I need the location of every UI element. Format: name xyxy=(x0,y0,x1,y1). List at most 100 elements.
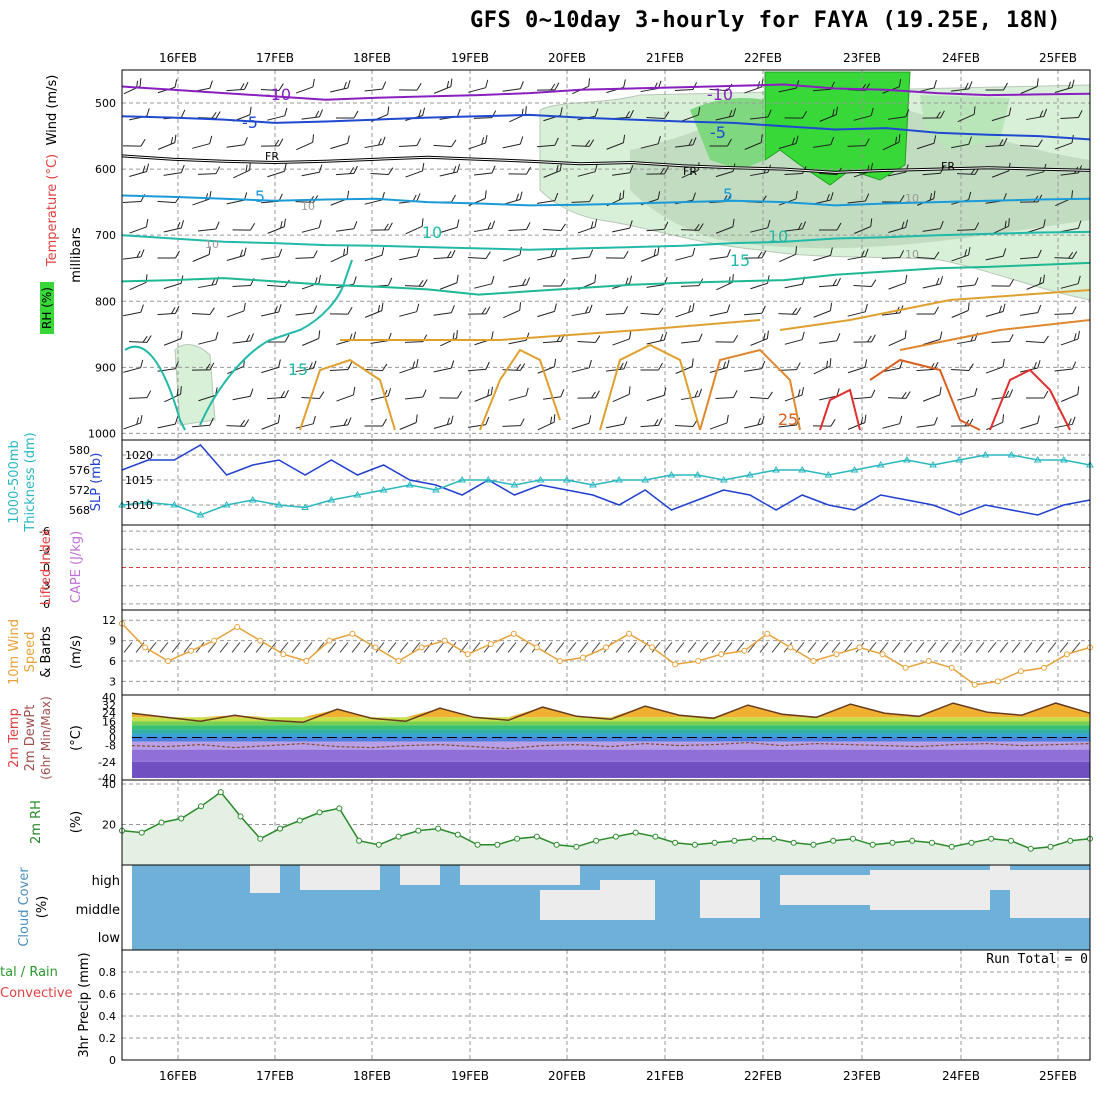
wind-barb-flag xyxy=(968,81,973,90)
wind-barb-flag2 xyxy=(591,391,596,399)
wind-ytick: 3 xyxy=(109,675,116,688)
wind-barb-shaft xyxy=(433,423,452,429)
wind10-line-point xyxy=(280,651,287,658)
wind-barb-shaft xyxy=(439,226,458,234)
rh2m-line-point xyxy=(751,835,758,842)
wind-barb-shaft xyxy=(163,172,182,176)
date-label-bottom: 23FEB xyxy=(843,1069,881,1083)
wind-ytick: 6 xyxy=(109,655,116,668)
thickness-line-point xyxy=(196,511,205,518)
wind-barb-shaft xyxy=(129,281,147,291)
wind-barb-flag xyxy=(835,106,838,115)
wind-barb-flag2 xyxy=(792,308,798,315)
contour-label: -5 xyxy=(242,113,258,132)
wind-barb xyxy=(646,221,669,232)
wind-barb xyxy=(266,279,290,288)
wind-barb-flag xyxy=(663,387,667,396)
wind-barb-flag2 xyxy=(694,224,700,231)
slp-label: SLP (mb) xyxy=(89,453,104,512)
thickness-line-point xyxy=(902,456,911,463)
wind-barb-shaft xyxy=(985,311,1004,317)
wind10-barb xyxy=(711,642,721,653)
wind-barb-shaft xyxy=(882,141,900,151)
wind-label1: 10m Wind xyxy=(7,619,22,685)
wind-barb-flag2 xyxy=(240,420,246,427)
rh2m-line-point xyxy=(672,839,679,846)
wind-barb-flag2 xyxy=(901,221,905,229)
wind-barb-flag xyxy=(864,414,867,423)
wind-barb xyxy=(847,414,867,430)
wind10-barb xyxy=(627,642,637,653)
wind-barb-shaft xyxy=(847,366,866,374)
wind-barb-flag xyxy=(623,361,628,370)
wind-barb-flag xyxy=(519,246,522,256)
rh2m-line-point xyxy=(316,809,323,816)
wind-barb-shaft xyxy=(577,226,596,234)
wind-barb-shaft xyxy=(674,89,694,91)
wind-barb-flag xyxy=(864,248,869,257)
wind-barb xyxy=(1020,304,1042,316)
wind10-barb xyxy=(435,642,445,653)
ua-temp-label: Temperature (°C) xyxy=(45,154,60,267)
wind-barb xyxy=(784,331,805,345)
date-label-bottom: 16FEB xyxy=(159,1069,197,1083)
wind-barb-shaft xyxy=(295,86,314,94)
wind10-line-point xyxy=(234,624,241,630)
wind-barb-shaft xyxy=(226,255,245,261)
wind-barb-flag xyxy=(698,333,703,342)
wind10-barb xyxy=(243,642,253,653)
wind-barb-flag xyxy=(209,307,215,315)
wind-barb xyxy=(543,278,566,287)
wind-barb-shaft xyxy=(226,425,245,427)
wind-barb-shaft xyxy=(433,367,452,373)
wind-barb-shaft xyxy=(951,143,969,149)
thickness-line-point xyxy=(719,476,728,483)
wind-barb-flag xyxy=(353,165,358,174)
wind-barb-shaft xyxy=(1026,171,1044,177)
wind10-line-point xyxy=(902,664,909,671)
wind-barb-shaft xyxy=(1025,340,1045,344)
wind-barb-shaft xyxy=(709,311,728,317)
wind-barb-shaft xyxy=(640,312,659,316)
wind-barb-shaft xyxy=(123,311,141,317)
wind-barb-flag xyxy=(243,302,246,312)
rh-shade-low xyxy=(174,344,216,426)
wind-barb xyxy=(1026,108,1048,121)
wind-barb-flag xyxy=(905,391,911,399)
wind-barb-flag xyxy=(974,277,979,286)
wind-barb-flag2 xyxy=(515,193,519,201)
wind-barb xyxy=(123,359,144,373)
wind-barb xyxy=(433,194,456,203)
wind-barb-flag2 xyxy=(929,192,933,201)
wind-barb-flag xyxy=(1071,416,1076,425)
thickness-line-point xyxy=(746,471,754,478)
wind-barb-shaft xyxy=(301,116,320,120)
wind-barb xyxy=(847,303,868,317)
rh-shade-high3 xyxy=(920,95,1010,150)
wind-barb xyxy=(329,306,353,315)
thickness-line-point xyxy=(824,471,833,478)
date-label-bottom: 24FEB xyxy=(942,1069,980,1083)
wind-barb xyxy=(233,162,251,179)
wind-barb-shaft xyxy=(502,369,521,371)
wind-barb xyxy=(123,415,143,430)
wind10-line-point xyxy=(649,644,656,651)
wind-barb-flag xyxy=(277,414,281,423)
wind-barb xyxy=(370,167,394,175)
date-label-top: 22FEB xyxy=(744,51,782,65)
wind-barb-shaft xyxy=(680,340,700,344)
rh2m-line-point xyxy=(573,843,580,850)
date-label-top: 25FEB xyxy=(1039,51,1077,65)
wind-barb xyxy=(329,362,353,371)
wind-barb-flag2 xyxy=(797,389,801,397)
wind-label2: Speed xyxy=(23,632,38,673)
wind-barb-flag xyxy=(796,307,802,315)
rh2m-line-point xyxy=(1027,845,1034,852)
thickness-line-point xyxy=(1007,451,1016,458)
wind-barb xyxy=(405,162,425,178)
wind-barb-shaft xyxy=(474,394,492,402)
wind-barb-flag xyxy=(726,304,731,313)
li-ytick: 0 xyxy=(43,562,50,575)
wind-barb xyxy=(991,278,1015,287)
rh2m-line-point xyxy=(988,835,995,842)
